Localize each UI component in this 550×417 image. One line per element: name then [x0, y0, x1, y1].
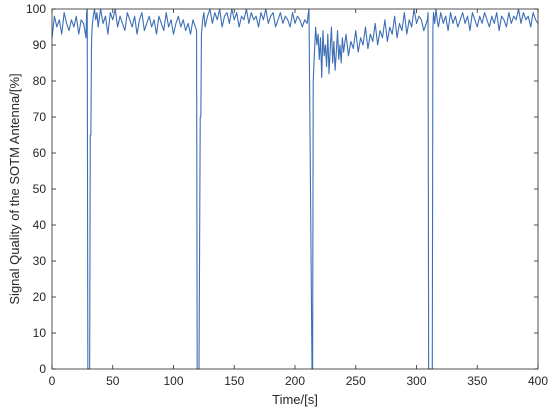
x-tick-label: 200 — [285, 374, 305, 388]
x-tick-label: 250 — [346, 374, 366, 388]
x-tick-label: 50 — [106, 374, 120, 388]
y-tick-label: 0 — [39, 362, 46, 376]
y-tick-label: 50 — [33, 182, 47, 196]
x-tick-label: 100 — [163, 374, 183, 388]
y-axis-title: Signal Quality of the SOTM Antenna/[%] — [7, 73, 22, 304]
x-tick-label: 350 — [467, 374, 487, 388]
y-tick-label: 30 — [33, 254, 47, 268]
y-tick-label: 40 — [33, 218, 47, 232]
x-tick-label: 0 — [49, 374, 56, 388]
y-tick-label: 70 — [33, 110, 47, 124]
x-axis-title: Time/[s] — [272, 392, 318, 407]
y-tick-label: 100 — [26, 2, 46, 16]
x-tick-label: 400 — [528, 374, 548, 388]
x-tick-label: 150 — [224, 374, 244, 388]
y-tick-label: 20 — [33, 290, 47, 304]
y-tick-label: 10 — [33, 326, 47, 340]
series-layer — [51, 8, 539, 370]
y-tick-label: 80 — [33, 74, 47, 88]
series-line-0 — [51, 8, 539, 370]
tick-layer: 0 50 100 150 200 250 300 350 400 0 10 20 30 40 50 60 70 8… — [26, 2, 548, 388]
y-tick-label: 90 — [33, 38, 47, 52]
x-tick-label: 300 — [406, 374, 426, 388]
y-tick-label: 60 — [33, 146, 47, 160]
